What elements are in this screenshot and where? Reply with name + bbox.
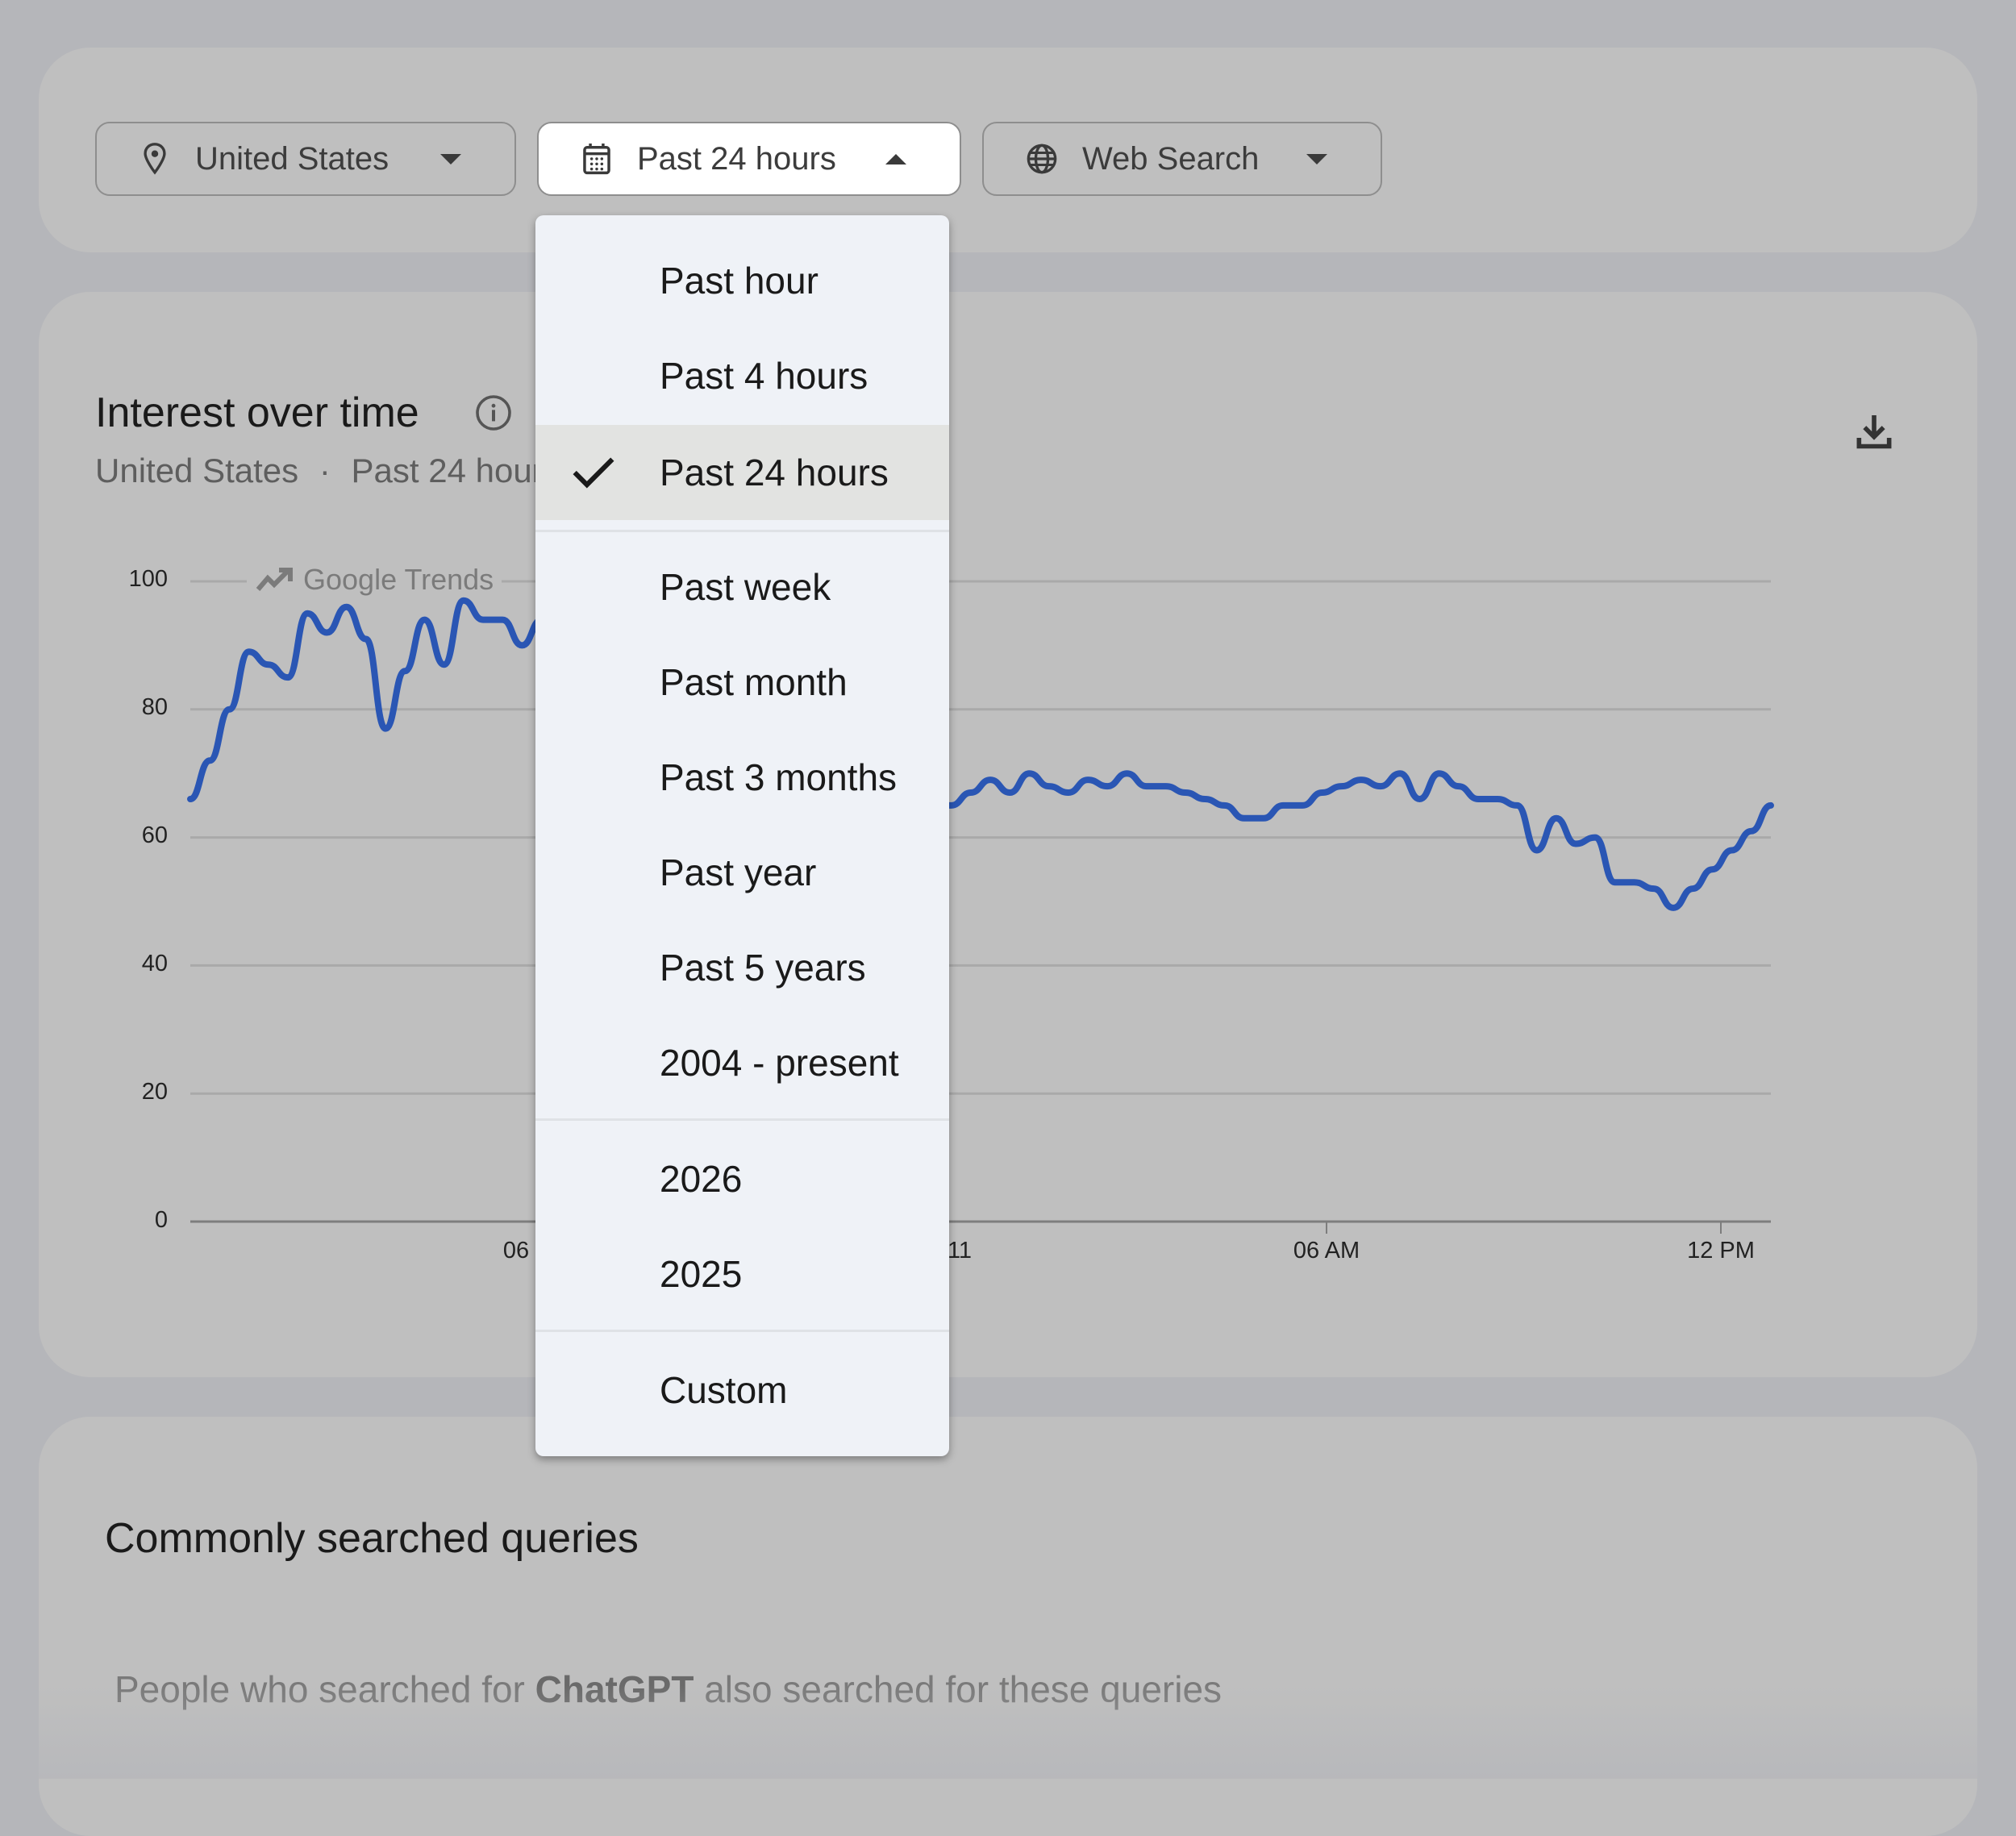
search-term: ChatGPT: [535, 1668, 694, 1710]
subtitle-geo: United States: [95, 452, 299, 489]
download-icon[interactable]: [1851, 410, 1897, 455]
commonly-searched-queries-card: [39, 1417, 1977, 1836]
interest-line-chart: [187, 580, 1774, 1234]
x-tick-1: 11: [947, 1238, 973, 1264]
chevron-down-icon: [440, 153, 461, 164]
filters-card: [39, 48, 1977, 252]
x-tick-3: 12 PM: [1687, 1238, 1755, 1264]
subtitle-separator: ·: [319, 452, 331, 489]
interest-over-time-card: [39, 292, 1977, 1377]
chart-title: Interest over time: [95, 389, 419, 436]
y-tick-20: 20: [141, 1079, 168, 1105]
menu-divider: [535, 1118, 949, 1121]
chevron-down-icon: [1306, 153, 1327, 164]
menu-item-past-hour[interactable]: Past hour: [660, 260, 818, 302]
y-tick-40: 40: [141, 951, 168, 976]
menu-item-2004-present[interactable]: 2004 - present: [660, 1042, 899, 1084]
y-tick-100: 100: [128, 566, 168, 592]
geo-filter-button[interactable]: United States: [95, 122, 516, 196]
time-filter-label: Past 24 hours: [637, 140, 836, 177]
google-trends-watermark: Google Trends: [247, 563, 502, 597]
menu-item-past-year[interactable]: Past year: [660, 851, 817, 893]
y-tick-80: 80: [141, 694, 168, 720]
menu-item-2025[interactable]: 2025: [660, 1253, 743, 1295]
geo-filter-label: United States: [195, 140, 389, 177]
property-filter-button[interactable]: Web Search: [982, 122, 1382, 196]
series-line: [187, 597, 1774, 911]
menu-divider: [535, 530, 949, 532]
trending-up-icon: [256, 568, 293, 591]
calendar-icon: [581, 143, 613, 175]
menu-item-2026[interactable]: 2026: [660, 1158, 743, 1200]
chart-subtitle: United States · Past 24 hours: [95, 452, 560, 490]
location-pin-icon: [139, 143, 171, 175]
menu-divider: [535, 1330, 949, 1332]
menu-item-past-4-hours[interactable]: Past 4 hours: [660, 355, 868, 397]
menu-item-past-24-hours[interactable]: Past 24 hours: [535, 425, 949, 520]
y-tick-0: 0: [154, 1207, 168, 1233]
globe-icon: [1026, 143, 1058, 175]
y-tick-60: 60: [141, 822, 168, 848]
x-tick-0: 06: [502, 1238, 530, 1264]
queries-title: Commonly searched queries: [105, 1515, 639, 1562]
time-range-menu: Past hour Past 4 hours Past 24 hours Pas…: [535, 215, 949, 1456]
menu-item-past-month[interactable]: Past month: [660, 661, 848, 703]
property-filter-label: Web Search: [1082, 140, 1260, 177]
subtitle-time: Past 24 hours: [351, 452, 560, 489]
menu-item-custom[interactable]: Custom: [660, 1369, 788, 1411]
checkmark-icon: [571, 452, 616, 502]
menu-item-past-3-months[interactable]: Past 3 months: [660, 756, 898, 798]
time-filter-button[interactable]: Past 24 hours: [537, 122, 961, 196]
queries-subtitle: People who searched for ChatGPT also sea…: [115, 1668, 1223, 1710]
chevron-up-icon: [885, 153, 906, 164]
info-icon[interactable]: [474, 393, 513, 432]
menu-item-past-week[interactable]: Past week: [660, 566, 831, 608]
menu-item-past-5-years[interactable]: Past 5 years: [660, 947, 866, 989]
x-tick-2: 06 AM: [1293, 1238, 1360, 1264]
